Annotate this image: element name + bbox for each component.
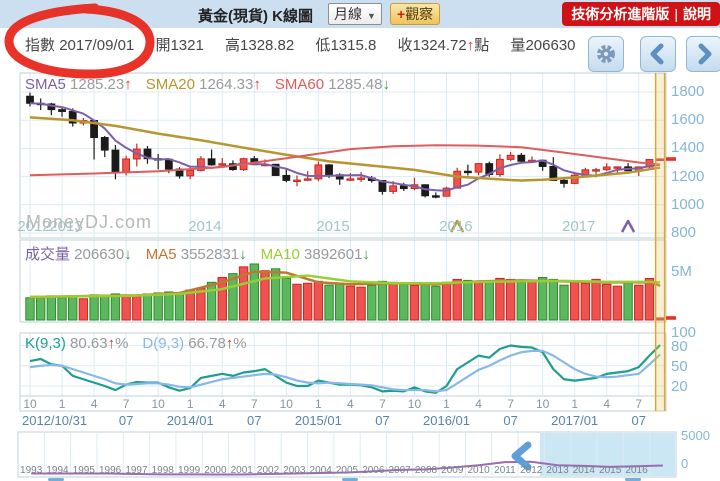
low-label: 低 [315,37,331,54]
settings-button[interactable] [588,36,624,72]
advanced-analysis-button[interactable]: 技術分析進階版 | 說明 [562,2,720,26]
chart-title: 黃金(現貨) K線圖 [198,8,313,25]
high-value: 1328.82 [240,37,295,54]
next-button[interactable] [686,36,720,72]
up-arrow-icon: ↑ [466,37,475,54]
close-value: 1324.72 [412,37,467,54]
period-select-value: 月線 [334,6,362,22]
low-value: 1315.8 [330,37,377,54]
chevron-right-icon [698,43,712,65]
plus-icon: + [397,6,406,22]
chevron-left-icon [650,43,664,65]
gear-icon [597,45,615,63]
volume-value: 206630 [525,37,576,54]
watch-button-label: 觀察 [405,6,434,22]
quote-info-bar: 指數 2017/09/01 開1321 高1328.82 低1315.8 收13… [25,34,593,54]
add-watch-button[interactable]: +觀察 [390,3,441,25]
separator: | [674,6,678,22]
open-value: 1321 [170,37,204,54]
high-label: 高 [225,37,241,54]
volume-label: 量 [510,37,526,54]
navigator-handle[interactable] [511,441,532,471]
chevron-down-icon: ▼ [367,11,376,21]
watermark: MoneyDJ.com [26,212,153,232]
open-label: 開 [155,37,171,54]
index-label: 指數 [25,37,56,54]
quote-date: 2017/09/01 [59,37,135,54]
close-label: 收 [397,37,413,54]
top-bar: 黃金(現貨) K線圖 月線 ▼ +觀察 技術分析進階版 | 說明 [0,0,720,28]
advanced-analysis-label[interactable]: 技術分析進階版 [571,6,670,22]
point-label: 點 [474,37,490,54]
period-select[interactable]: 月線 ▼ [328,3,382,25]
prev-button[interactable] [640,36,676,72]
help-link[interactable]: 說明 [683,6,711,22]
